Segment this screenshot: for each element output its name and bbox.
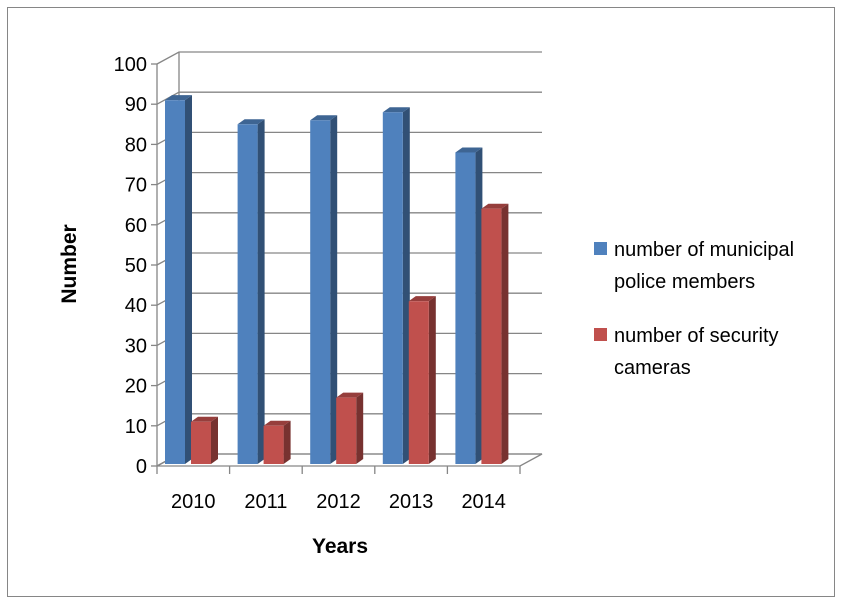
gridline [156,51,542,65]
bar [382,107,410,465]
y-tick-label: 80 [125,134,147,156]
legend-label: cameras [614,357,691,379]
bars [165,95,509,465]
x-tick-label: 2010 [171,491,216,513]
y-tick-label: 90 [125,94,147,116]
bar [310,115,338,464]
legend-swatch [594,242,607,255]
legend-label: number of municipal [614,239,794,261]
y-tick-label: 70 [125,175,147,197]
y-tick-label: 0 [136,456,147,478]
x-axis-title: Years [312,535,368,558]
gridline [156,171,542,186]
y-axis-title: Number [58,224,81,303]
bar [336,392,364,464]
legend-label: number of security [614,325,779,347]
y-tick-labels: 0 10 20 30 40 50 60 70 80 90 100 [114,54,147,478]
legend-entry: number of security cameras [594,325,779,379]
legend-swatch [594,328,607,341]
x-tick-labels: 2010 2011 2012 2013 2014 [171,491,506,513]
y-tick-label: 100 [114,54,147,76]
bar [191,416,218,464]
x-tick-label: 2011 [244,491,287,513]
x-tick-label: 2014 [461,491,506,513]
x-tick-label: 2013 [389,491,434,513]
bar [481,203,509,464]
gridline [156,131,542,145]
legend-label: police members [614,271,755,293]
y-tick-label: 50 [125,255,147,277]
axes [151,63,543,474]
y-tick-label: 40 [125,295,147,317]
y-tick-label: 30 [125,335,147,357]
y-tick-label: 20 [125,376,147,398]
bar [165,95,192,465]
y-tick-label: 10 [125,416,147,438]
bar [263,420,291,464]
bar [455,147,483,464]
bar [408,296,436,464]
y-tick-label: 60 [125,215,147,237]
bar [237,119,265,465]
x-tick-label: 2012 [316,491,361,513]
gridline [156,91,542,105]
legend-entry: number of municipal police members [594,239,794,293]
